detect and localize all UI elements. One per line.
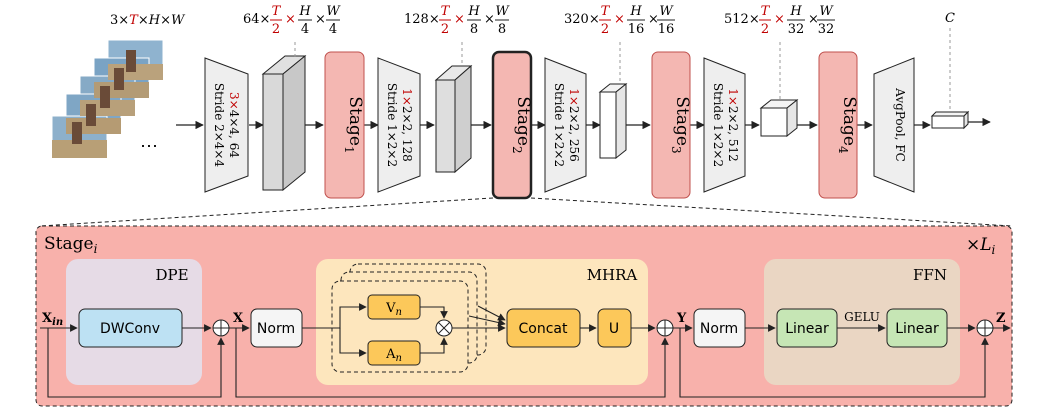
svg-text:2: 2 [441, 22, 449, 37]
linear1-label: Linear [785, 321, 829, 337]
stage4-label: Stage4 [836, 96, 859, 154]
linear2-label: Linear [895, 321, 939, 337]
v-label: Vn [385, 301, 402, 318]
add-nodes [212, 319, 994, 337]
add-icon-2 [656, 319, 674, 337]
svg-text:W: W [326, 4, 341, 19]
svg-text:×: × [648, 12, 659, 27]
dim2-label: 128× T 2 × H 8 × W 8 [404, 4, 510, 37]
pipeline-arrows [176, 117, 991, 130]
dimension-labels: 64× T 2 × H 4 × W 4 128× T 2 × H 8 × W 8 [243, 4, 955, 37]
repeat-label: ×Li [966, 235, 996, 257]
dim3-label: 320× T 2 × H 16 × W 16 [564, 4, 675, 37]
head-block [873, 57, 915, 193]
dim1-label: 64× T 2 × H 4 × W 4 [243, 4, 341, 37]
norm2-label: Norm [700, 321, 738, 337]
svg-text:×: × [484, 12, 495, 27]
svg-text:8: 8 [470, 22, 478, 37]
output-dim-label: C [945, 11, 955, 26]
conv-blocks [204, 57, 746, 193]
y-label: Y [676, 311, 687, 326]
conv2-kernel: 1×2×2, 128 [400, 88, 414, 162]
conv3-kernel: 1×2×2, 256 [567, 88, 581, 162]
svg-text:H: H [298, 4, 311, 19]
svg-text:8: 8 [498, 22, 506, 37]
gelu-label: GELU [844, 310, 880, 324]
dwconv-label: DWConv [100, 321, 160, 337]
svg-text:32: 32 [818, 22, 835, 37]
dimension-guides [294, 28, 951, 112]
stage1-label: Stage1 [342, 96, 365, 153]
dim4-label: 512× T 2 × H 32 × W 32 [724, 4, 835, 37]
norm1-label: Norm [257, 321, 295, 337]
x-in-label: Xin [42, 311, 63, 328]
conv4-stride: Stride 1×2×2 [711, 83, 725, 167]
detail-title: Stagei [44, 234, 98, 256]
svg-text:W: W [659, 4, 674, 19]
frames-ellipsis: ⋯ [140, 136, 158, 157]
svg-text:4: 4 [301, 22, 309, 37]
stage2-label: Stage2 [510, 96, 533, 153]
dpe-label: DPE [155, 266, 188, 284]
svg-text:128×: 128× [404, 12, 440, 27]
input-shape-label: 3×T×H×W [110, 13, 186, 28]
svg-text:×: × [808, 12, 819, 27]
svg-text:2: 2 [761, 22, 769, 37]
svg-text:16: 16 [628, 22, 645, 37]
svg-text:2: 2 [601, 22, 609, 37]
stage3-label: Stage3 [669, 96, 692, 153]
svg-text:×: × [454, 12, 465, 27]
conv1-stride: Stride 2×4×4 [212, 83, 226, 168]
svg-text:64×: 64× [243, 12, 270, 27]
detail-arrows [40, 303, 1011, 398]
tensor-labels: Xin X Y Z [42, 311, 1006, 328]
svg-text:H: H [629, 4, 642, 19]
z-label: Z [996, 311, 1006, 326]
svg-text:320×: 320× [564, 12, 600, 27]
svg-text:W: W [819, 4, 834, 19]
add-icon-1 [212, 319, 230, 337]
conv4-kernel: 1×2×2, 512 [726, 88, 740, 162]
x-label: X [233, 311, 244, 326]
multiply-icon [435, 319, 453, 337]
add-icon-3 [976, 319, 994, 337]
conv1-kernel: 3×4×4, 64 [227, 92, 241, 158]
u-label: U [609, 321, 619, 337]
svg-text:32: 32 [788, 22, 805, 37]
conv3-stride: Stride 1×2×2 [552, 83, 566, 167]
svg-text:2: 2 [272, 22, 280, 37]
svg-text:16: 16 [658, 22, 675, 37]
feature-maps [261, 54, 970, 192]
concat-label: Concat [519, 321, 568, 337]
svg-text:×: × [285, 12, 296, 27]
ffn-region [764, 259, 960, 385]
stage-labels: Stage1 Stage2 Stage3 Stage4 [342, 96, 859, 154]
mhra-label: MHRA [587, 266, 638, 284]
svg-text:×: × [614, 12, 625, 27]
conv2-stride: Stride 1×2×2 [385, 83, 399, 167]
svg-text:×: × [315, 12, 326, 27]
svg-text:T: T [272, 4, 282, 19]
svg-text:T: T [601, 4, 611, 19]
expansion-lines [39, 197, 1013, 227]
conv-labels: 3×4×4, 64 Stride 2×4×4 1×2×2, 128 Stride… [212, 83, 740, 168]
input-video-frames [51, 39, 164, 159]
stage-boxes [324, 50, 858, 200]
svg-text:512×: 512× [724, 12, 760, 27]
a-label: An [385, 347, 402, 364]
svg-text:H: H [467, 4, 480, 19]
svg-text:T: T [761, 4, 771, 19]
svg-text:T: T [441, 4, 451, 19]
svg-text:4: 4 [329, 22, 337, 37]
svg-text:H: H [789, 4, 802, 19]
svg-text:×: × [774, 12, 785, 27]
head-label: AvgPool, FC [893, 87, 907, 162]
ffn-label: FFN [913, 266, 947, 284]
svg-text:W: W [495, 4, 510, 19]
